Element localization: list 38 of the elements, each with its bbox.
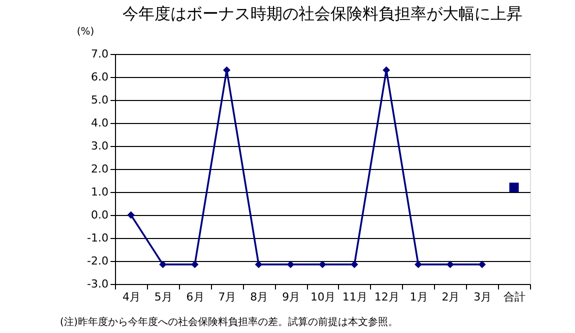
x-tick-label: 合計 [504, 290, 526, 304]
point [509, 182, 519, 192]
x-tick-label: 12月 [374, 290, 400, 304]
x-tick-label: 5月 [154, 290, 172, 304]
point [254, 260, 262, 268]
point [191, 260, 199, 268]
x-tick-label: 6月 [186, 290, 204, 304]
y-tick-label: 1.0 [91, 186, 108, 198]
x-tick-label: 4月 [122, 290, 140, 304]
point [286, 260, 294, 268]
point [446, 260, 454, 268]
point [318, 260, 326, 268]
y-tick-label: 0.0 [91, 208, 108, 222]
y-tick-label: 3.0 [91, 140, 108, 152]
y-tick-label: -1.0 [87, 232, 108, 244]
x-tick-label: 10月 [310, 290, 336, 304]
point [478, 260, 486, 268]
y-tick-label: 4.0 [91, 116, 108, 130]
x-tick-label: 7月 [218, 290, 236, 304]
text: (注)昨年度から今年度への社会保険料負担率の差。試算の前提は本文参照。 [60, 316, 398, 328]
point [127, 211, 135, 219]
x-tick-label: 2月 [442, 290, 460, 304]
x-tick-label: 11月 [342, 290, 368, 304]
chart-title: 今年度はボーナス時期の社会保険料負担率が大幅に上昇 [122, 4, 522, 23]
x-tick-label: 9月 [282, 290, 300, 304]
x-tick-label: 8月 [250, 290, 268, 304]
point [159, 260, 167, 268]
y-tick-label: 6.0 [91, 70, 108, 84]
point [350, 260, 358, 268]
y-tick-label: 5.0 [91, 94, 108, 106]
y-tick-label: 7.0 [91, 48, 108, 60]
y-tick-label: -3.0 [87, 278, 108, 290]
y-tick-label: 2.0 [91, 162, 108, 176]
y-axis-title: (%) [76, 26, 94, 38]
x-tick-label: 1月 [410, 290, 428, 304]
x-tick-label: 3月 [474, 290, 492, 304]
point [414, 260, 422, 268]
y-tick-label: -2.0 [87, 254, 108, 268]
